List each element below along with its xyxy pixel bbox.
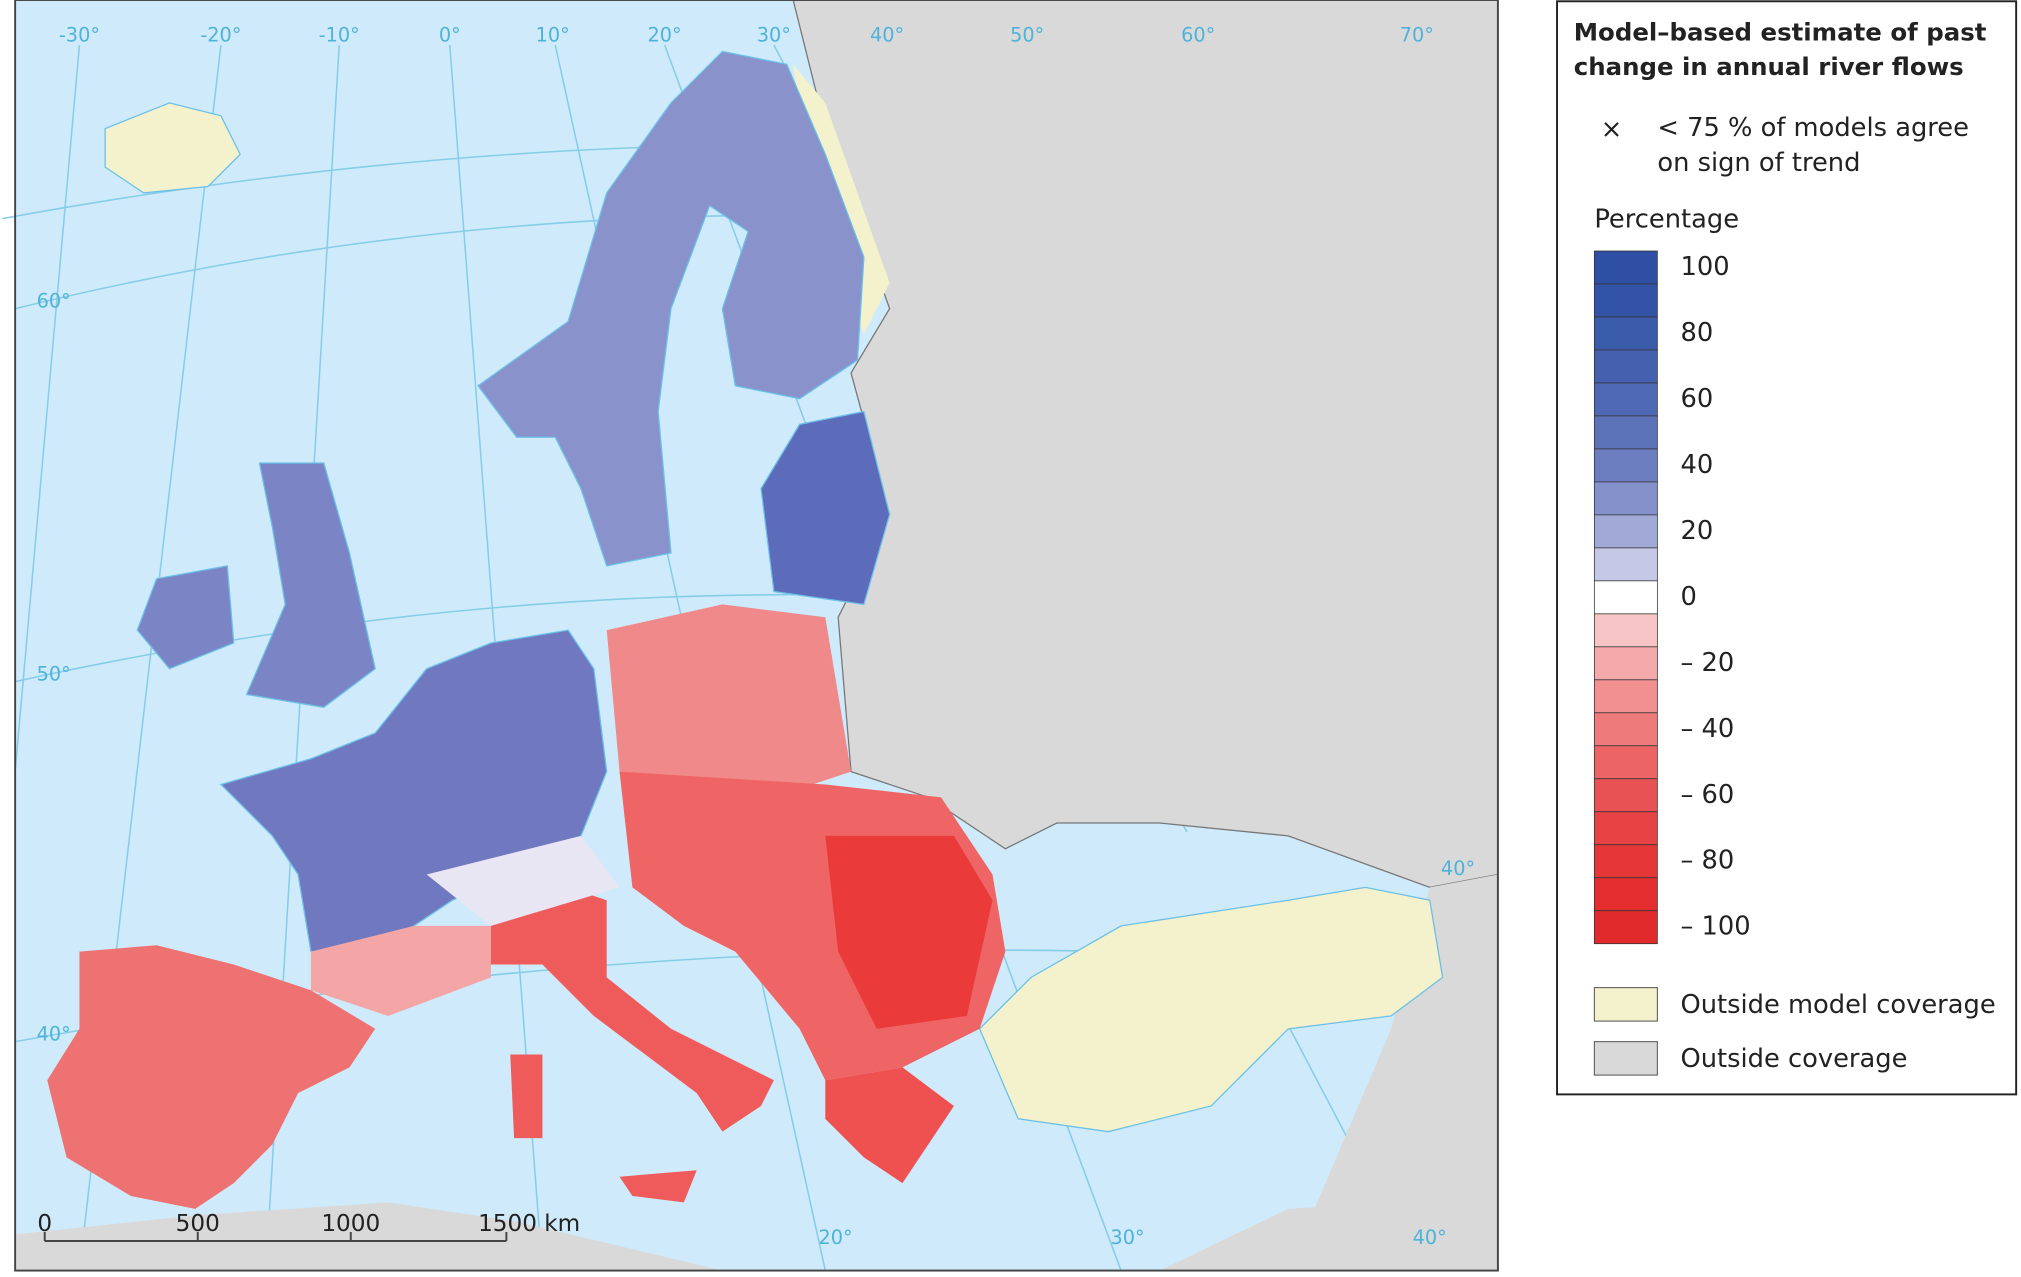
legend-swatch bbox=[1593, 547, 1658, 582]
graticule-label: 50° bbox=[37, 663, 71, 686]
turkey bbox=[978, 886, 1444, 1133]
scale-bar-label: 500 bbox=[176, 1211, 220, 1237]
map-frame bbox=[14, 0, 1499, 1272]
legend-title: Model–based estimate of past bbox=[1574, 17, 1987, 46]
legend-swatch bbox=[1593, 877, 1658, 912]
legend-swatch bbox=[1593, 844, 1658, 879]
outside-coverage-land bbox=[1288, 874, 1498, 1271]
legend-swatch bbox=[1593, 745, 1658, 780]
scale-bar-label: 0 bbox=[37, 1211, 52, 1237]
graticule-label: 20° bbox=[647, 24, 681, 47]
graticule-label: 50° bbox=[1010, 24, 1044, 47]
graticule-label: 40° bbox=[1413, 1226, 1447, 1249]
legend-swatch bbox=[1593, 283, 1658, 318]
iceland bbox=[104, 102, 241, 194]
legend-swatch bbox=[1593, 382, 1658, 417]
map bbox=[2, 0, 1499, 1272]
legend-swatch bbox=[1593, 910, 1658, 945]
marker-symbol: × bbox=[1601, 114, 1623, 144]
legend-swatch bbox=[1593, 514, 1658, 549]
graticule-label: 20° bbox=[819, 1226, 853, 1249]
legend-tick-label: – 60 bbox=[1681, 780, 1735, 810]
graticule-label: 40° bbox=[37, 1023, 71, 1046]
marker-text: < 75 % of models agree bbox=[1657, 113, 1969, 143]
legend-swatch bbox=[1593, 987, 1658, 1022]
graticule-label: 0° bbox=[439, 24, 461, 47]
southern-france bbox=[310, 925, 491, 1016]
legend-swatch bbox=[1593, 316, 1658, 351]
legend-swatch bbox=[1593, 580, 1658, 615]
alps bbox=[426, 835, 620, 926]
graticule-label: 40° bbox=[1441, 857, 1475, 880]
sardinia bbox=[510, 1054, 543, 1139]
legend-swatch bbox=[1593, 778, 1658, 813]
legend-swatch bbox=[1593, 250, 1658, 285]
legend-swatch bbox=[1593, 415, 1658, 450]
legend-swatch bbox=[1593, 448, 1658, 483]
italy bbox=[490, 887, 774, 1132]
legend-label: Outside coverage bbox=[1681, 1044, 1908, 1074]
scale-title: Percentage bbox=[1594, 204, 1739, 234]
legend-tick-label: – 100 bbox=[1681, 912, 1751, 942]
legend-tick-label: – 20 bbox=[1681, 648, 1735, 678]
marker-text: on sign of trend bbox=[1657, 148, 1860, 178]
iberia bbox=[47, 945, 376, 1209]
scale-bar bbox=[43, 1231, 508, 1242]
outside-coverage-land bbox=[15, 1202, 723, 1271]
baltics bbox=[760, 410, 891, 606]
legend-tick-label: 60 bbox=[1681, 384, 1714, 414]
graticule-label: 60° bbox=[1181, 24, 1215, 47]
graticule-label: -20° bbox=[200, 24, 241, 47]
legend-swatch bbox=[1593, 1041, 1658, 1076]
romania-bulgaria bbox=[825, 835, 993, 1029]
legend-swatch bbox=[1593, 349, 1658, 384]
greece bbox=[825, 1067, 954, 1184]
outside-coverage-land bbox=[792, 0, 1499, 889]
graticule-label: 10° bbox=[536, 24, 570, 47]
graticule-label: -10° bbox=[319, 24, 360, 47]
legend-tick-label: 80 bbox=[1681, 318, 1714, 348]
legend-swatch bbox=[1593, 712, 1658, 747]
sicily bbox=[619, 1170, 697, 1203]
legend-swatch bbox=[1593, 613, 1658, 648]
outside-coverage-land bbox=[1159, 1195, 1498, 1271]
graticule-label: 40° bbox=[870, 24, 904, 47]
legend-tick-label: 20 bbox=[1681, 516, 1714, 546]
great-britain bbox=[245, 462, 376, 708]
graticule bbox=[14, 44, 81, 772]
legend-swatch bbox=[1593, 646, 1658, 681]
legend-swatch bbox=[1593, 679, 1658, 714]
legend-tick-label: – 40 bbox=[1681, 714, 1735, 744]
scale-bar-label: 1500 km bbox=[478, 1211, 580, 1237]
graticule-label: 30° bbox=[1110, 1226, 1144, 1249]
scale-bar-label: 1000 bbox=[321, 1211, 380, 1237]
graticule-label: 30° bbox=[757, 24, 791, 47]
poland bbox=[606, 604, 852, 798]
graticule-label: 60° bbox=[37, 290, 71, 313]
ireland bbox=[136, 565, 235, 670]
scandinavia bbox=[477, 50, 865, 567]
legend-tick-label: 40 bbox=[1681, 450, 1714, 480]
legend-label: Outside model coverage bbox=[1681, 990, 1996, 1020]
legend-tick-label: – 80 bbox=[1681, 846, 1735, 876]
legend-title: change in annual river flows bbox=[1574, 52, 1964, 81]
graticule-label: -30° bbox=[59, 24, 100, 47]
legend-tick-label: 0 bbox=[1681, 582, 1697, 612]
legend-swatch bbox=[1593, 481, 1658, 516]
legend-tick-label: 100 bbox=[1681, 252, 1730, 282]
graticule-label: 70° bbox=[1400, 24, 1434, 47]
legend-swatch bbox=[1593, 811, 1658, 846]
